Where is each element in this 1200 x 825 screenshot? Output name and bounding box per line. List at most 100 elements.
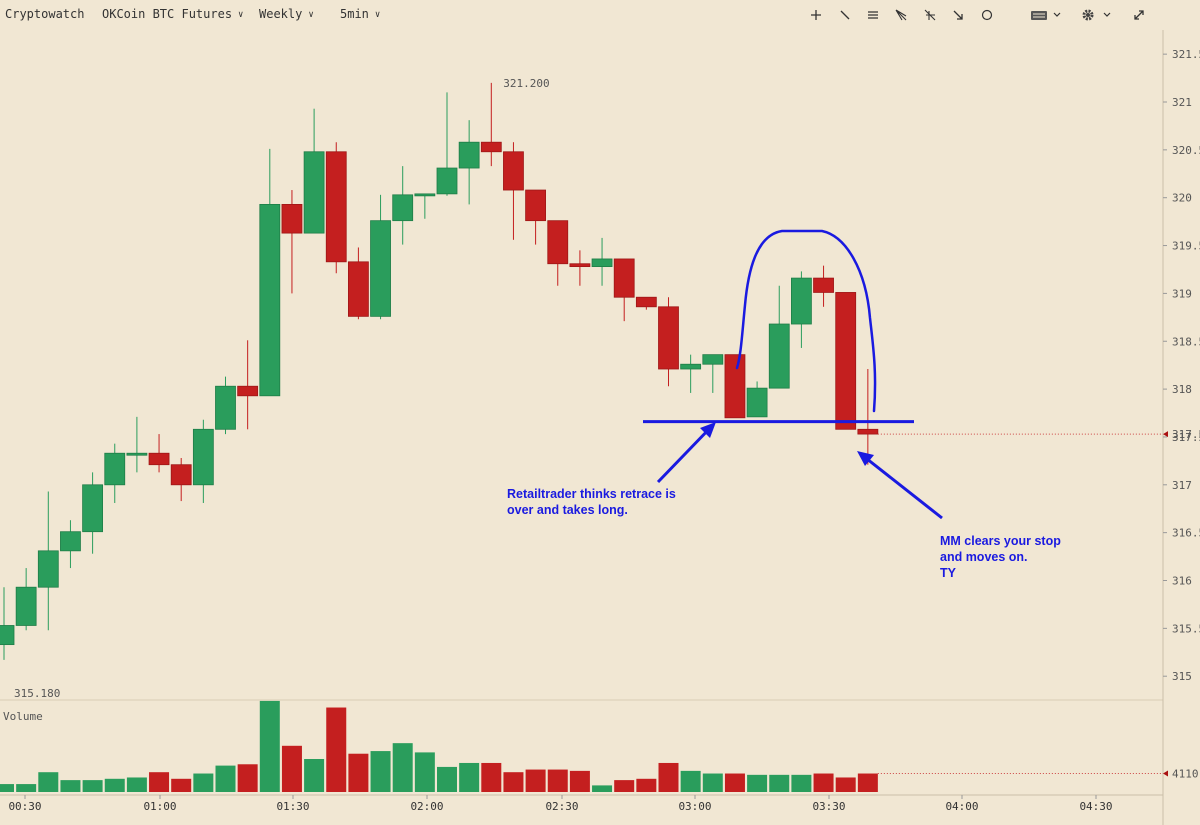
keyboard-icon[interactable] (1030, 5, 1064, 25)
arrow-icon[interactable] (948, 5, 968, 25)
market-dropdown-label: OKCoin BTC Futures (102, 7, 233, 21)
candle[interactable] (569, 250, 591, 286)
candle[interactable] (658, 297, 679, 387)
candle[interactable] (37, 491, 59, 631)
volume-bar (16, 784, 37, 792)
price-tick-label: 317.5 (1172, 431, 1200, 444)
candle[interactable] (791, 271, 812, 348)
candle[interactable] (82, 472, 103, 554)
candle[interactable] (126, 416, 148, 473)
candle[interactable] (835, 292, 857, 430)
volume-bar (38, 772, 59, 792)
chevron-down-icon: ∨ (308, 10, 314, 20)
candle[interactable] (104, 443, 126, 503)
time-tick-label: 00:30 (8, 800, 41, 813)
candle[interactable] (325, 142, 347, 274)
candle[interactable] (15, 568, 37, 631)
candle[interactable] (724, 354, 746, 419)
candle[interactable] (414, 193, 436, 219)
volume-bar (724, 773, 745, 792)
candle[interactable] (237, 340, 259, 430)
volume-bar (525, 769, 546, 792)
market-dropdown[interactable]: OKCoin BTC Futures ∨ (102, 7, 243, 21)
volume-bar (813, 773, 834, 792)
candle[interactable] (857, 369, 879, 465)
hand-drawn-arc[interactable] (735, 229, 877, 413)
candle-body (503, 151, 524, 191)
price-tick-label: 317 (1172, 479, 1192, 492)
volume-bar (592, 785, 613, 792)
candle[interactable] (303, 108, 325, 234)
annotation-arrow-left[interactable] (656, 422, 716, 484)
price-tick-label: 320 (1172, 192, 1192, 205)
candle[interactable] (768, 285, 790, 389)
candle-body (658, 306, 679, 370)
time-tick-label: 03:00 (678, 800, 711, 813)
candle[interactable] (702, 354, 724, 393)
candle[interactable] (170, 458, 192, 502)
candle[interactable] (347, 247, 369, 320)
candle-body (82, 484, 103, 533)
time-tick-label: 04:30 (1079, 800, 1112, 813)
price-tick-label: 321 (1172, 96, 1192, 109)
contract-dropdown-label: Weekly (259, 7, 303, 21)
fib-fan-icon[interactable] (891, 5, 911, 25)
candle[interactable] (281, 190, 303, 294)
hlines-icon[interactable] (863, 5, 883, 25)
candle[interactable] (215, 376, 236, 435)
interval-dropdown-label: 5min (340, 7, 369, 21)
candle[interactable] (635, 296, 657, 310)
contract-dropdown[interactable]: Weekly ∨ (259, 7, 314, 21)
candle-body (15, 586, 37, 626)
candle[interactable] (813, 265, 834, 307)
time-tick-label: 01:00 (143, 800, 176, 813)
time-tick-label: 04:00 (945, 800, 978, 813)
interval-dropdown[interactable]: 5min ∨ (340, 7, 380, 21)
candle[interactable] (525, 189, 546, 245)
candle[interactable] (613, 258, 635, 322)
candle[interactable] (547, 220, 569, 286)
volume-bar (259, 700, 280, 792)
candle[interactable] (259, 148, 281, 397)
candle[interactable] (370, 194, 391, 320)
fib-retrace-icon[interactable] (920, 5, 940, 25)
candle[interactable] (680, 354, 702, 393)
candle-body (192, 428, 214, 486)
candle-body (237, 385, 259, 397)
candle[interactable] (0, 587, 15, 660)
volume-bar (614, 780, 635, 792)
candle[interactable] (591, 237, 613, 286)
brand-logo-text[interactable]: Cryptowatch (5, 7, 85, 21)
line-icon[interactable] (835, 5, 855, 25)
crosshair-icon[interactable] (806, 5, 826, 25)
volume-bar (326, 707, 347, 792)
volume-bar (680, 770, 701, 792)
candle[interactable] (503, 142, 524, 240)
volume-bar (215, 765, 236, 792)
time-tick-label: 01:30 (276, 800, 309, 813)
candle-body (303, 151, 325, 234)
price-tick-label: 316 (1172, 575, 1192, 588)
candle-body (0, 625, 15, 646)
candle[interactable] (458, 120, 480, 205)
circle-icon[interactable] (977, 5, 997, 25)
gear-icon[interactable] (1080, 5, 1114, 25)
candle-body (458, 141, 480, 169)
candle[interactable] (60, 520, 81, 569)
candle[interactable] (436, 92, 458, 196)
candle-body (259, 203, 281, 397)
candle[interactable] (192, 419, 214, 503)
candle[interactable] (480, 82, 502, 167)
volume-bar (791, 774, 812, 792)
candle[interactable] (392, 166, 414, 245)
fullscreen-icon[interactable] (1129, 5, 1149, 25)
candle[interactable] (148, 434, 170, 473)
candle[interactable] (746, 381, 768, 418)
candle-body (569, 263, 591, 268)
volume-bar (237, 764, 258, 792)
annotation-arrow-right[interactable] (857, 451, 943, 520)
last-price-tag: 317.5 (1172, 428, 1200, 441)
candle-body (170, 464, 192, 486)
time-tick-label: 02:00 (410, 800, 443, 813)
